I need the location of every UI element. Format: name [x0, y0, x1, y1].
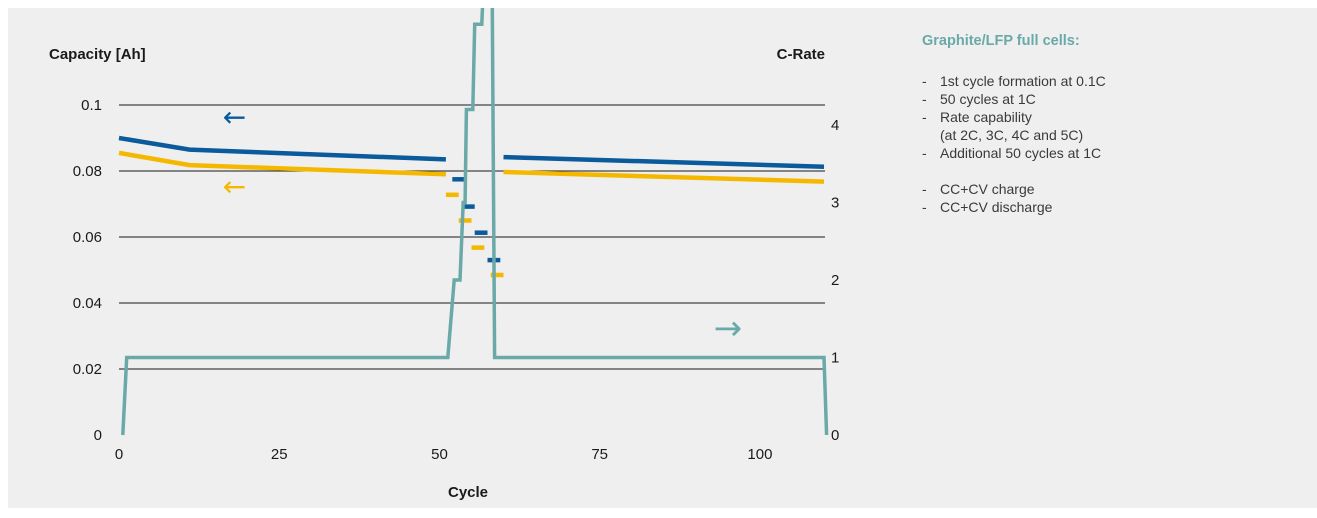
note-item: Additional 50 cycles at 1C — [922, 144, 1302, 162]
note-item: (at 2C, 3C, 4C and 5C) — [940, 127, 1084, 143]
y-left-axis-title: Capacity [Ah] — [49, 46, 146, 63]
y-right-axis-title: C-Rate — [777, 46, 825, 63]
x-tick-label: 50 — [431, 446, 448, 463]
y-right-tick-label: 0 — [831, 427, 839, 444]
series-left-0-segment-5 — [503, 154, 825, 169]
note-item: CC+CV discharge — [922, 198, 1302, 216]
x-tick-label: 75 — [591, 446, 608, 463]
annotation-arrow: ← — [223, 100, 246, 133]
notes-title: Graphite/LFP full cells: — [922, 33, 1080, 49]
note-item: Rate capability — [922, 108, 1302, 126]
y-left-tick-label: 0.1 — [81, 97, 102, 114]
x-tick-label: 0 — [115, 446, 123, 463]
x-tick-label: 25 — [271, 446, 288, 463]
legend-notes: Graphite/LFP full cells: 1st cycle forma… — [922, 32, 1302, 216]
series-right-2-segment-0 — [121, 8, 829, 436]
annotation-arrow: → — [714, 308, 743, 348]
annotation-arrow: ← — [223, 170, 246, 203]
x-axis-title: Cycle — [448, 484, 488, 501]
y-right-tick-label: 1 — [831, 350, 839, 367]
note-item: CC+CV charge — [922, 180, 1302, 198]
series-left-1-segment-0 — [118, 150, 446, 177]
note-item: 1st cycle formation at 0.1C — [922, 72, 1302, 90]
series-left-0-segment-0 — [118, 135, 446, 162]
notes-list: 1st cycle formation at 0.1C 50 cycles at… — [922, 72, 1302, 216]
line-chart: 0 0.02 0.04 0.06 0.08 0.1 0 1 2 3 4 0 25 50 75 100 Capac… — [49, 8, 839, 501]
y-left-tick-label: 0.02 — [73, 361, 102, 378]
y-left-tick-label: 0.04 — [73, 295, 102, 312]
y-right-tick-label: 3 — [831, 195, 839, 212]
note-item: 50 cycles at 1C — [922, 90, 1302, 108]
y-right-tick-label: 2 — [831, 272, 839, 289]
x-tick-label: 100 — [747, 446, 772, 463]
y-left-tick-label: 0.08 — [73, 163, 102, 180]
series-left-1-segment-5 — [503, 169, 825, 184]
y-left-tick-label: 0.06 — [73, 229, 102, 246]
y-left-tick-label: 0 — [94, 427, 102, 444]
y-right-tick-label: 4 — [831, 117, 839, 134]
